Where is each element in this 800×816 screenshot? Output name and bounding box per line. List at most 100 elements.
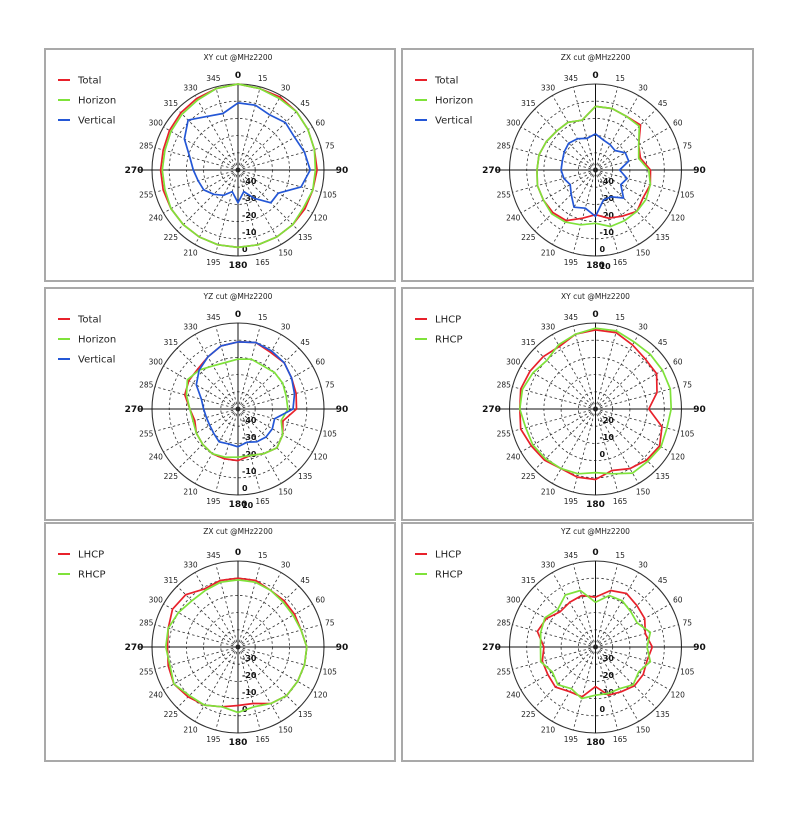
grid-spoke [237,108,300,171]
angle-label: 240 [506,453,521,462]
grid-spoke [520,646,596,691]
grid-spoke [176,646,239,709]
angle-label: 255 [497,191,512,200]
angle-label: 0 [235,310,241,320]
angle-label: 75 [682,380,692,389]
angle-label: 345 [564,74,579,83]
series-trace-horizon [185,358,289,459]
grid-spoke [237,646,282,722]
angle-label: 330 [183,84,198,93]
chart-title: XY cut @MHz2200 [561,292,630,301]
grid-spoke [163,169,239,214]
polar-chart: YZ cut @MHz2200 0 15 30 45 60 75 90 105 120 135 150… [58,292,348,510]
grid-spoke [237,365,313,410]
angle-label: 45 [300,338,310,347]
angle-label: 0 [592,548,598,558]
angle-label: 240 [506,214,521,223]
angle-label: 0 [235,71,241,81]
polar-chart-panel: YZ cut @MHz2200 0 15 30 45 60 75 90 105 120 135 150… [44,287,396,521]
legend-label: Vertical [78,116,115,127]
radial-tick-label: 0 [242,484,248,493]
angle-label: 165 [255,258,270,267]
radial-tick-label: 0 [242,245,248,254]
grid-spoke [237,126,313,171]
angle-label: 105 [323,668,338,677]
grid-spoke [194,169,239,245]
angle-label: 60 [673,119,683,128]
angle-label: 60 [673,358,683,367]
radial-tick-label: -10 [242,688,257,697]
angle-label: 210 [183,487,198,496]
angle-label: 240 [149,691,164,700]
angle-label: 180 [586,500,605,510]
radial-tick-label: 0 [600,705,606,714]
polar-chart: XY cut @MHz2200 0 15 30 45 60 75 90 105 120 135 150… [58,53,348,271]
angle-label: 165 [613,735,628,744]
radial-tick-label: -20 [600,671,615,680]
angle-label: 345 [206,74,221,83]
grid-spoke [595,646,639,722]
grid-spoke [534,169,596,232]
polar-chart: XY cut @MHz2200 0 15 30 45 60 75 90 105 120 135 150… [415,292,706,510]
angle-label: 225 [521,233,536,242]
grid-spoke [237,334,282,410]
angle-label: 300 [506,596,521,605]
angle-label: 225 [164,472,179,481]
angle-label: 210 [541,725,556,734]
angle-label: 30 [638,561,648,570]
legend-label: RHCP [435,570,462,581]
polar-chart-panel: YZ cut @MHz2200 0 15 30 45 60 75 90 105 120 135 150… [401,522,754,762]
grid-spoke [154,147,239,171]
angle-label: 135 [656,710,671,719]
grid-spoke [572,169,596,254]
angle-label: 90 [693,166,706,176]
series-trace-rhcp [539,589,652,700]
grid-spoke [520,169,596,214]
radial-tick-label: -10 [600,688,615,697]
angle-label: 45 [658,99,668,108]
angle-label: 270 [482,166,501,176]
grid-spoke [237,585,300,648]
series-trace-rhcp [164,579,308,714]
angle-label: 285 [139,618,154,627]
chart-title: YZ cut @MHz2200 [560,527,630,536]
angle-label: 330 [183,561,198,570]
grid-spoke [595,108,657,171]
chart-title: YZ cut @MHz2200 [203,292,273,301]
angle-label: 330 [541,323,556,332]
angle-label: 45 [300,99,310,108]
angle-label: 75 [682,618,692,627]
angle-label: 225 [164,233,179,242]
angle-label: 210 [183,248,198,257]
angle-label: 60 [315,119,325,128]
grid-spoke [534,347,596,410]
grid-spoke [163,603,239,648]
grid-spoke [572,563,596,648]
angle-label: 330 [541,84,556,93]
angle-label: 255 [139,668,154,677]
series-trace-rhcp [518,327,673,475]
angle-label: 255 [497,668,512,677]
grid-spoke [154,386,239,410]
legend-label: LHCP [435,315,461,326]
angle-label: 240 [149,214,164,223]
radial-tick-label: 0 [600,245,606,254]
angle-label: 15 [258,313,268,322]
angle-label: 255 [139,430,154,439]
grid-spoke [572,408,596,493]
grid-spoke [237,408,300,471]
grid-spoke [237,86,261,171]
radial-tick-label: -30 [242,433,257,442]
grid-spoke [237,147,322,171]
grid-spoke [595,408,679,432]
angle-label: 90 [693,405,706,415]
radial-tick-label: 10 [242,501,254,510]
grid-spoke [595,386,679,410]
angle-label: 195 [564,258,579,267]
angle-label: 315 [521,576,536,585]
angle-label: 105 [323,430,338,439]
angle-label: 30 [281,84,291,93]
radial-tick-label: -20 [242,211,257,220]
angle-label: 15 [615,551,625,560]
angle-label: 0 [592,310,598,320]
